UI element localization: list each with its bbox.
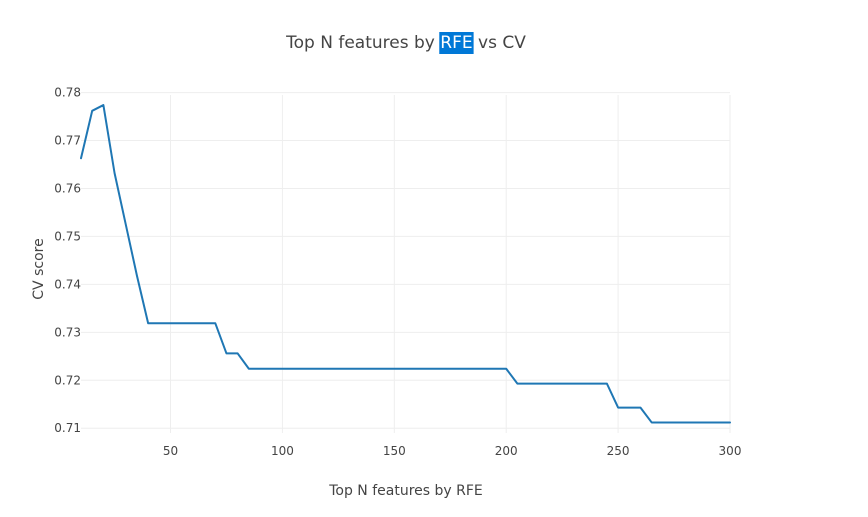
x-tick-label: 250 [607,444,630,458]
cv-score-line [80,104,731,424]
series-layer [80,104,731,424]
y-tick-label: 0.75 [54,229,81,243]
y-tick-label: 0.71 [54,421,81,435]
x-tick-label: 50 [163,444,178,458]
x-tick-label: 200 [495,444,518,458]
chart-title: Top N features by RFE vs CV [285,33,526,53]
x-tick-label: 300 [719,444,742,458]
title-highlight-background [439,32,474,54]
chart-title-highlight: RFE [440,33,472,53]
y-tick-label: 0.72 [54,373,81,387]
x-axis-title: Top N features by RFE [328,483,483,499]
y-tick-label: 0.77 [54,134,81,148]
x-tick-label: 100 [271,444,294,458]
chart-title-prefix: Top N features by [285,33,440,53]
x-tick-label: 150 [383,444,406,458]
y-tick-label: 0.73 [54,325,81,339]
y-tick-label: 0.76 [54,181,81,195]
y-tick-label: 0.74 [54,277,81,291]
chart-title-suffix: vs CV [473,33,527,53]
grid-layer [81,92,731,433]
chart-title-group: Top N features by RFE vs CV [285,32,526,54]
y-tick-label: 0.78 [54,86,81,100]
y-axis-title: CV score [31,238,47,299]
tick-layer: 50 100 150 200 250 300 0.71 0.72 0.73 0.74 0.75 0.7… [54,86,741,458]
